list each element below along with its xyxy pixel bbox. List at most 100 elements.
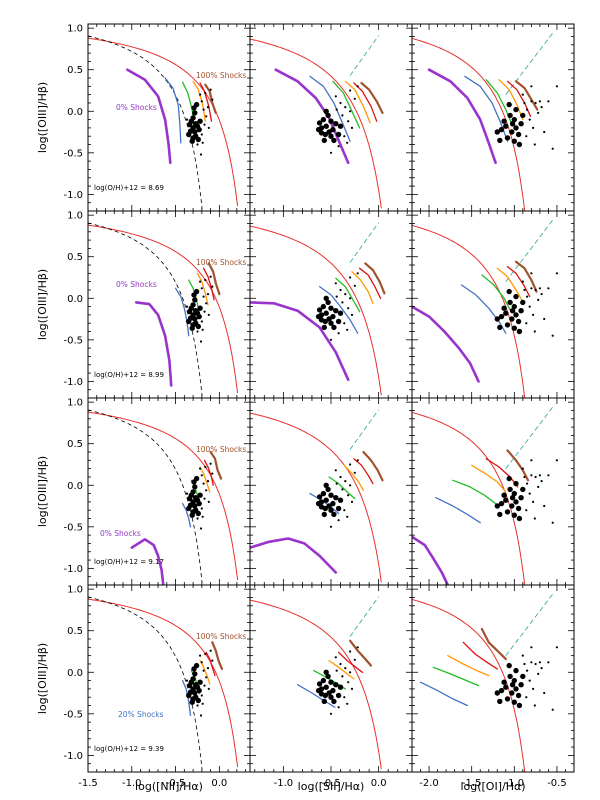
data-point-large [504,322,511,328]
panel-frame [87,397,251,586]
data-point-large [513,667,519,674]
series-orange-line [344,80,371,124]
data-point-small [196,143,199,146]
data-point-large [501,305,507,311]
data-point-small [334,469,337,472]
data-point-large [337,684,344,690]
data-point-large [516,515,523,522]
series-red-line [353,458,374,485]
data-point-large [511,325,517,331]
panel-frame [87,23,251,212]
series-brown-line [364,262,386,295]
max-starburst-line [88,411,239,581]
data-point-small [185,679,189,682]
data-point-small [523,101,526,105]
max-starburst-line [88,224,239,394]
data-point-small [349,650,352,653]
series-red-line [202,267,215,301]
panel-2-2 [412,406,559,585]
panel-3-0 [88,596,239,770]
series-brown-line [209,450,223,480]
data-point-large [506,101,512,108]
data-point-large [320,303,327,310]
data-point-small [525,322,528,325]
data-point-small [203,684,206,687]
data-point-small [349,89,352,92]
data-point-small [533,704,536,707]
series-purple-line [134,301,173,387]
y-tick-label: 0.5 [67,252,83,263]
data-point-small [341,675,344,678]
data-point-small [347,120,350,123]
data-point-large [497,324,503,331]
data-point-small [341,488,344,491]
series-orange-line [447,654,490,677]
data-point-large [325,486,331,493]
data-point-small [204,91,207,95]
data-point-large [513,312,519,318]
data-point-large [193,475,200,482]
data-point-small [341,114,344,117]
data-point-small [206,293,210,296]
data-point-small [525,135,528,138]
data-point-large [186,682,193,689]
data-point-small [209,88,212,91]
data-point-small [343,135,346,138]
data-point-large [195,323,201,330]
data-point-small [206,480,210,483]
data-point-large [189,512,195,518]
data-point-large [195,510,201,517]
data-point-large [195,697,201,704]
data-point-large [511,512,517,518]
data-point-small [207,687,210,691]
data-point-small [209,462,212,465]
series-purple-line [274,68,350,165]
y-axis-label: log([OIII]/Hβ) [36,456,49,527]
series-green-line [432,666,480,687]
data-point-small [547,100,550,103]
series-brown-line [349,639,373,667]
data-point-large [337,123,344,129]
series-brown-line [514,80,539,111]
y-tick-label: 0.5 [67,439,83,450]
kauffmann-line [88,409,203,583]
data-point-large [511,677,517,684]
data-point-large [196,687,202,694]
series-brown-line [514,260,538,293]
data-point-small [199,153,203,156]
data-point-large [193,101,200,108]
seyfert-liner-line [505,219,554,282]
data-point-small [207,126,210,129]
seyfert-liner-line [349,35,379,76]
data-point-large [316,494,323,500]
data-point-large [498,126,505,133]
data-point-small [200,507,203,510]
data-point-small [335,108,338,111]
data-point-small [555,459,559,462]
shock-high-label: 100% Shocks [196,445,246,454]
data-point-small [538,474,542,477]
series-green-line [332,80,361,129]
data-point-large [513,125,519,131]
panel-2-1 [250,409,384,583]
series-green-line [328,476,356,500]
max-starburst-line [250,225,382,396]
data-point-large [320,677,327,684]
data-point-small [329,525,333,528]
data-point-small [185,305,189,308]
data-point-large [333,308,339,314]
data-point-small [350,500,354,503]
x-tick-label: -2.0 [419,778,439,789]
data-point-large [192,690,198,696]
data-point-small [353,471,356,474]
shock-high-label: 100% Shocks [196,71,246,80]
y-tick-label: 1.0 [67,24,83,35]
data-point-small [344,293,347,296]
data-point-small [196,704,199,707]
series-red-line [205,651,216,677]
data-point-large [186,692,192,699]
data-point-small [347,307,350,310]
data-point-small [530,646,533,649]
data-point-small [347,494,350,497]
series-purple-line [126,68,172,165]
